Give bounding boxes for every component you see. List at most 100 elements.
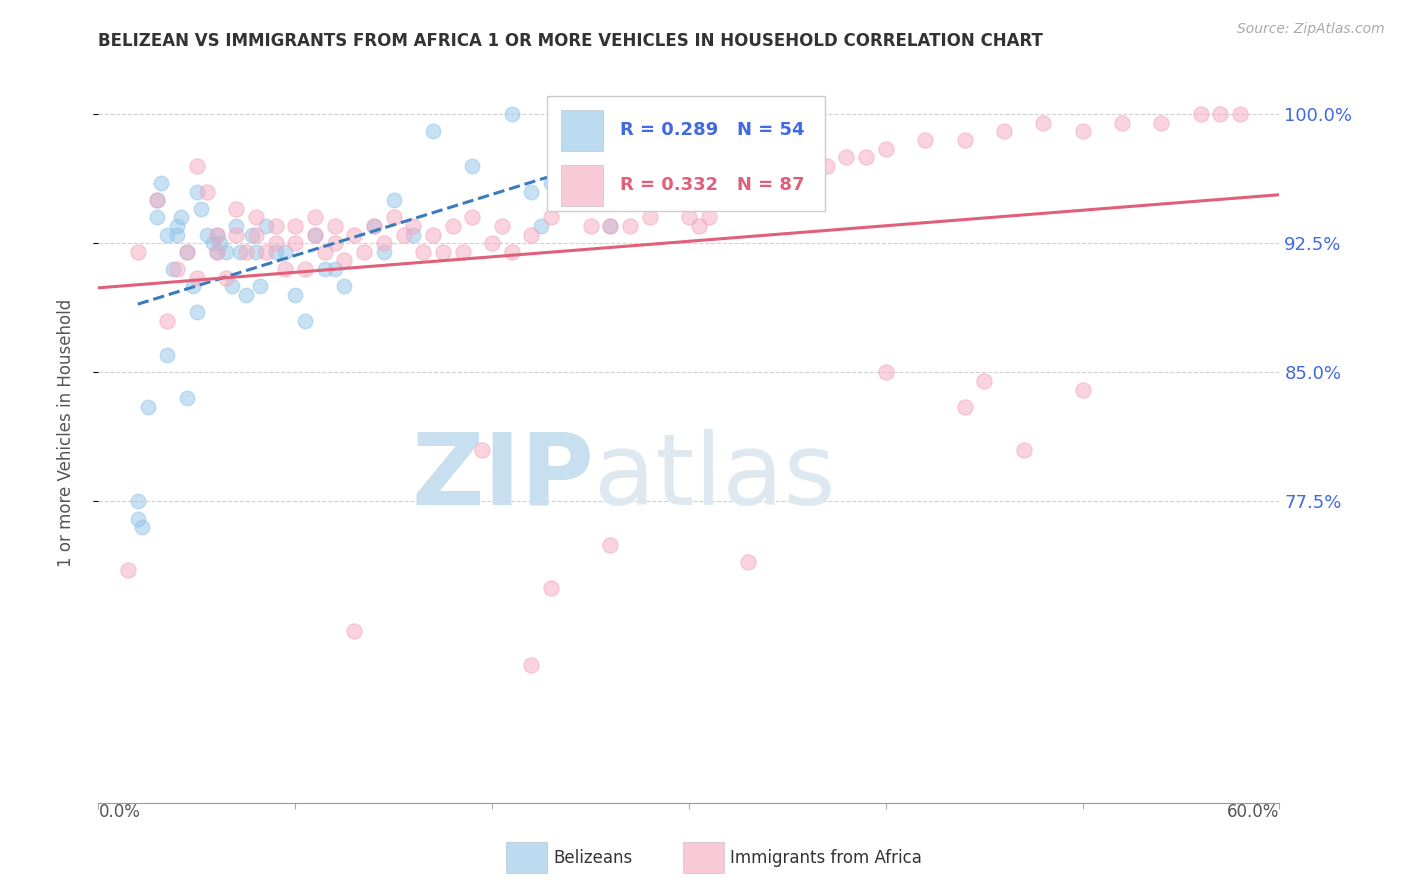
Point — [127, 494, 149, 508]
Text: ZIP: ZIP — [412, 428, 595, 525]
Point — [993, 124, 1015, 138]
Point — [737, 555, 759, 569]
Point — [274, 244, 297, 259]
Point — [441, 219, 464, 233]
Point — [225, 219, 247, 233]
Point — [1111, 116, 1133, 130]
Point — [1229, 107, 1251, 121]
Y-axis label: 1 or more Vehicles in Household: 1 or more Vehicles in Household — [56, 299, 75, 566]
Point — [333, 253, 356, 268]
Point — [1032, 116, 1054, 130]
Point — [136, 400, 159, 414]
Point — [599, 537, 621, 551]
Point — [855, 150, 877, 164]
Point — [225, 202, 247, 216]
Point — [146, 193, 169, 207]
Point — [186, 305, 208, 319]
Point — [540, 176, 562, 190]
Point — [205, 244, 228, 259]
Text: Source: ZipAtlas.com: Source: ZipAtlas.com — [1237, 22, 1385, 37]
Point — [176, 244, 198, 259]
Point — [717, 176, 740, 190]
Point — [520, 658, 543, 673]
Point — [229, 244, 252, 259]
Point — [195, 227, 218, 242]
Point — [953, 133, 976, 147]
Point — [215, 270, 238, 285]
Point — [150, 176, 173, 190]
Point — [323, 236, 346, 251]
Point — [166, 262, 188, 277]
Point — [186, 185, 208, 199]
Point — [579, 219, 602, 233]
Point — [953, 400, 976, 414]
Point — [520, 185, 543, 199]
Point — [195, 185, 218, 199]
Text: Belizeans: Belizeans — [553, 848, 633, 867]
Point — [835, 150, 858, 164]
Point — [638, 211, 661, 225]
Point — [363, 219, 385, 233]
Point — [353, 244, 375, 259]
Text: R = 0.289   N = 54: R = 0.289 N = 54 — [620, 121, 806, 139]
Point — [254, 219, 277, 233]
Point — [294, 314, 316, 328]
Point — [688, 219, 710, 233]
Point — [190, 202, 212, 216]
Point — [501, 244, 523, 259]
Point — [382, 211, 405, 225]
Point — [363, 219, 385, 233]
Point — [181, 279, 204, 293]
FancyBboxPatch shape — [561, 110, 603, 151]
Point — [254, 244, 277, 259]
Point — [402, 227, 425, 242]
Point — [284, 236, 307, 251]
Point — [461, 159, 484, 173]
Point — [156, 227, 179, 242]
Point — [540, 581, 562, 595]
Point — [914, 133, 936, 147]
Point — [560, 185, 582, 199]
Point — [451, 244, 474, 259]
Point — [697, 211, 720, 225]
Point — [530, 219, 553, 233]
Point — [117, 563, 139, 577]
Point — [875, 142, 897, 156]
Text: BELIZEAN VS IMMIGRANTS FROM AFRICA 1 OR MORE VEHICLES IN HOUSEHOLD CORRELATION C: BELIZEAN VS IMMIGRANTS FROM AFRICA 1 OR … — [98, 32, 1043, 50]
Point — [579, 176, 602, 190]
Point — [146, 211, 169, 225]
Point — [392, 227, 415, 242]
Point — [1150, 116, 1173, 130]
Point — [274, 262, 297, 277]
Point — [481, 236, 503, 251]
Point — [264, 244, 287, 259]
Point — [209, 236, 232, 251]
FancyBboxPatch shape — [561, 165, 603, 206]
Point — [245, 211, 267, 225]
Point — [176, 244, 198, 259]
Point — [156, 348, 179, 362]
Point — [170, 211, 193, 225]
Point — [240, 227, 263, 242]
Point — [461, 211, 484, 225]
Point — [304, 211, 326, 225]
Point — [619, 219, 641, 233]
Point — [815, 159, 838, 173]
Point — [333, 279, 356, 293]
Point — [245, 244, 267, 259]
Point — [166, 219, 188, 233]
Point — [314, 262, 336, 277]
Point — [520, 227, 543, 242]
Point — [304, 227, 326, 242]
Point — [284, 288, 307, 302]
Point — [973, 374, 995, 388]
Text: 60.0%: 60.0% — [1227, 803, 1279, 821]
Point — [127, 512, 149, 526]
Point — [245, 227, 267, 242]
Point — [205, 244, 228, 259]
Point — [215, 244, 238, 259]
Point — [314, 244, 336, 259]
Text: 0.0%: 0.0% — [98, 803, 141, 821]
Point — [382, 193, 405, 207]
Point — [373, 244, 395, 259]
